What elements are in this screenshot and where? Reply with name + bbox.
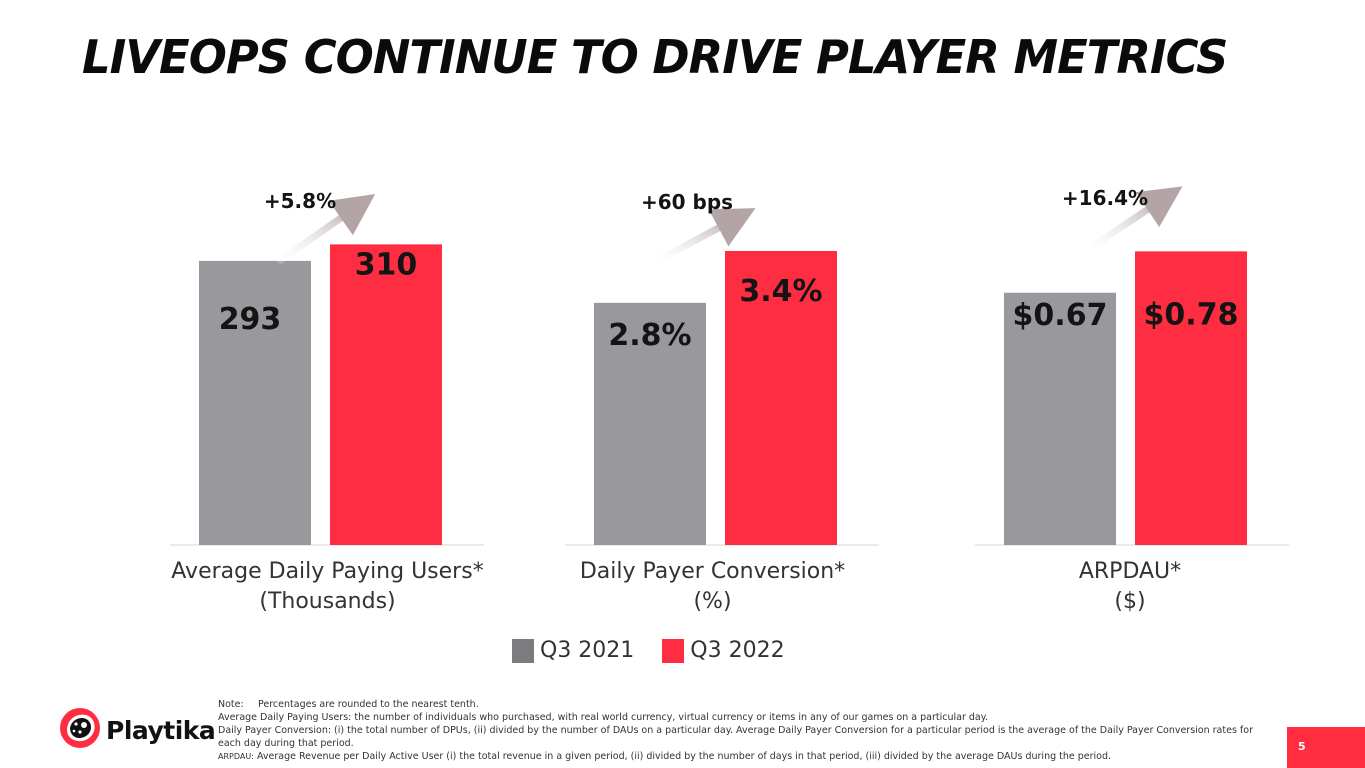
caption-arpdau: ARPDAU* ($): [1010, 557, 1250, 617]
note-text: Percentages are rounded to the nearest t…: [258, 699, 479, 710]
legend-swatch-q3-2022: [662, 638, 685, 663]
growth-arrow: [1085, 186, 1183, 253]
note-line-2: Average Daily Paying Users: the number o…: [218, 712, 989, 723]
bar-q3-2021: [594, 302, 706, 545]
playtika-logo: Playtika: [58, 706, 216, 754]
change-label: +16.4%: [1062, 186, 1148, 210]
legend-label: Q3 2022: [690, 638, 785, 663]
bar-value-label: 2.8%: [608, 318, 691, 353]
growth-arrow: [653, 208, 756, 266]
legend-label: Q3 2021: [540, 638, 635, 663]
chart-adpu: 293 310 +5.8%: [170, 170, 490, 550]
page-title: LIVEOPS CONTINUE TO DRIVE PLAYER METRICS: [82, 30, 1228, 84]
growth-arrow: [275, 193, 376, 265]
cheetah-head-icon: [58, 706, 102, 754]
bar-q3-2022: [330, 244, 442, 546]
legend: Q3 2021 Q3 2022: [512, 638, 785, 663]
caption-line2: (%): [693, 589, 732, 614]
logo-text: Playtika: [106, 715, 216, 745]
bar-value-label: 3.4%: [739, 274, 822, 309]
bar-value-label: $0.78: [1144, 297, 1239, 332]
change-label: +60 bps: [641, 190, 733, 214]
page-number: 5: [1298, 740, 1306, 753]
caption-line2: (Thousands): [259, 589, 396, 614]
caption-line1: Daily Payer Conversion*: [579, 559, 846, 584]
caption-line1: Average Daily Paying Users*: [171, 559, 484, 584]
caption-dpc: Daily Payer Conversion* (%): [545, 557, 880, 617]
bar-value-label: $0.67: [1013, 298, 1108, 333]
bar-value-label: 293: [219, 302, 282, 337]
caption-line2: ($): [1114, 589, 1146, 614]
note-label-arpdau: ARPDAU:: [218, 752, 254, 761]
change-label: +5.8%: [264, 189, 336, 213]
caption-line1: ARPDAU*: [1078, 559, 1182, 584]
bar-q3-2021: [1004, 292, 1116, 545]
page-number-box: 5: [1287, 727, 1365, 768]
chart-arpdau: $0.67 $0.78 +16.4%: [975, 170, 1295, 550]
bar-q3-2022: [725, 250, 837, 545]
legend-item-q3-2021: Q3 2021: [512, 638, 634, 663]
legend-swatch-q3-2021: [512, 638, 534, 663]
note-line-1: Note: Percentages are rounded to the near…: [218, 698, 1278, 711]
bar-chart: 293 310 +5.8%: [170, 189, 484, 546]
bar-chart: 2.8% 3.4% +60 bps: [565, 190, 879, 546]
note-line-3: Daily Payer Conversion: (i) the total nu…: [218, 725, 1253, 749]
chart-dpc: 2.8% 3.4% +60 bps: [565, 170, 885, 550]
note-label: Note:: [218, 699, 244, 710]
note-text: Average Revenue per Daily Active User (i…: [256, 751, 1112, 762]
footnotes: Note: Percentages are rounded to the near…: [218, 698, 1278, 763]
caption-adpu: Average Daily Paying Users* (Thousands): [150, 557, 505, 617]
legend-item-q3-2022: Q3 2022: [662, 638, 785, 663]
bar-q3-2022: [1135, 251, 1247, 545]
note-line-4: ARPDAU: Average Revenue per Daily Active…: [218, 750, 1278, 763]
bar-q3-2021: [199, 260, 311, 545]
bar-value-label: 310: [355, 247, 418, 282]
bar-chart: $0.67 $0.78 +16.4%: [975, 186, 1289, 546]
